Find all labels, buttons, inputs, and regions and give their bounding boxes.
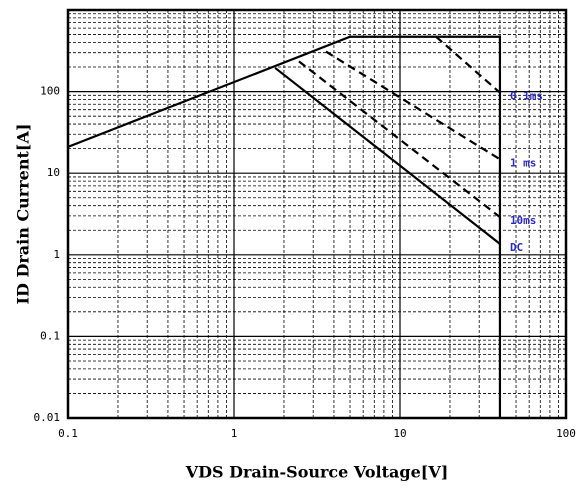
series-line [298,60,501,218]
x-tick-label: 1 [231,427,238,440]
series-label: 10ms [510,214,537,227]
series-line [435,35,501,94]
x-tick-label: 100 [556,427,576,440]
y-tick-label: 100 [40,85,60,98]
y-tick-label: 0.01 [34,411,61,424]
series-line [67,35,502,418]
series-label: 1 ms [510,156,537,169]
y-tick-label: 0.1 [40,329,60,342]
plot-frame [66,8,568,420]
x-tick-label: 10 [393,427,406,440]
x-axis-title: VDS Drain-Source Voltage[V] [185,463,449,482]
series-label: DC [510,241,523,254]
y-tick-label: 10 [47,166,60,179]
series-label: 0.1ms [510,90,543,103]
y-tick-label: 1 [53,248,60,261]
y-axis-title: ID Drain Current[A] [14,124,33,305]
series-line [325,50,501,161]
series-line [274,67,501,245]
x-tick-label: 0.1 [58,427,78,440]
